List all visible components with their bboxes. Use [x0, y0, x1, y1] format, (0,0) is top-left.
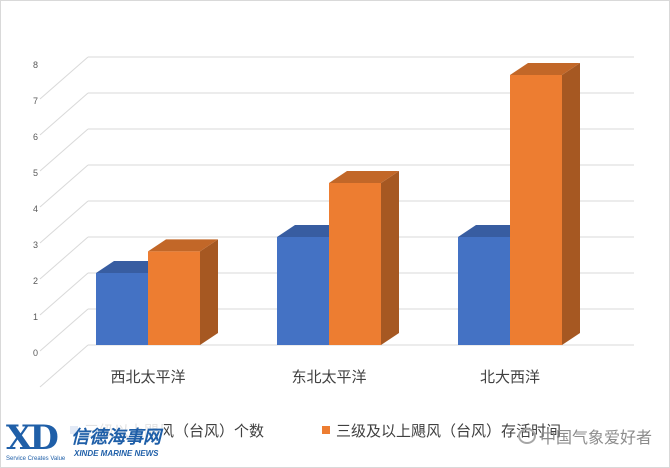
bar-top: [510, 63, 580, 75]
logo-mark: XD: [6, 418, 59, 458]
y-tick-label: 7: [33, 96, 38, 106]
bar-duration: [148, 239, 218, 345]
y-tick-label: 0: [33, 348, 38, 358]
bar-side: [381, 171, 399, 345]
logo-name-cn: 信德海事网: [68, 423, 164, 449]
y-tick-label: 8: [33, 60, 38, 70]
bar-side: [562, 63, 580, 345]
bar-front: [96, 273, 148, 345]
y-tick-label: 1: [33, 312, 38, 322]
legend-swatch: [322, 426, 330, 434]
y-tick-label: 6: [33, 132, 38, 142]
gridline-side: [39, 92, 89, 136]
bar-front: [277, 237, 329, 345]
gridline-side: [39, 236, 89, 280]
y-tick-label: 5: [33, 168, 38, 178]
category-label: 西北太平洋: [110, 369, 185, 386]
bars: [96, 63, 580, 345]
logo-name-en: XINDE MARINE NEWS: [74, 449, 159, 458]
watermark: 中国气象爱好者: [517, 424, 652, 448]
logo: XD 信德海事网 Service Creates Value XINDE MAR…: [6, 421, 176, 463]
category-label: 东北太平洋: [291, 369, 366, 386]
bar-top: [329, 171, 399, 183]
bar-front: [458, 237, 510, 345]
logo-slogan: Service Creates Value: [6, 456, 66, 462]
bar-side: [200, 239, 218, 345]
gridline-side: [39, 128, 89, 172]
gridline-side: [39, 56, 89, 100]
gridline-side: [39, 344, 89, 388]
bar-front: [329, 183, 381, 345]
bar-front: [148, 251, 200, 345]
bar-duration: [510, 63, 580, 345]
category-label: 北大西洋: [480, 369, 540, 386]
y-tick-label: 4: [33, 204, 38, 214]
bar-top: [148, 239, 218, 252]
y-tick-label: 3: [33, 240, 38, 250]
bar-front: [510, 75, 562, 345]
gridline-side: [39, 272, 89, 316]
gridline-side: [39, 164, 89, 208]
y-axis-ticks: 0 1 2 3 4 5 6 7 8: [33, 60, 38, 358]
bar-duration: [329, 171, 399, 345]
gridline-side: [39, 200, 89, 244]
watermark-text: 中国气象爱好者: [539, 430, 652, 447]
y-tick-label: 2: [33, 276, 38, 286]
wechat-icon: [517, 428, 536, 444]
category-labels: 西北太平洋 东北太平洋 北大西洋: [110, 369, 540, 386]
gridline-side: [39, 308, 89, 352]
legend-label: 三级及以上飓风（台风）存活时间: [336, 423, 561, 440]
